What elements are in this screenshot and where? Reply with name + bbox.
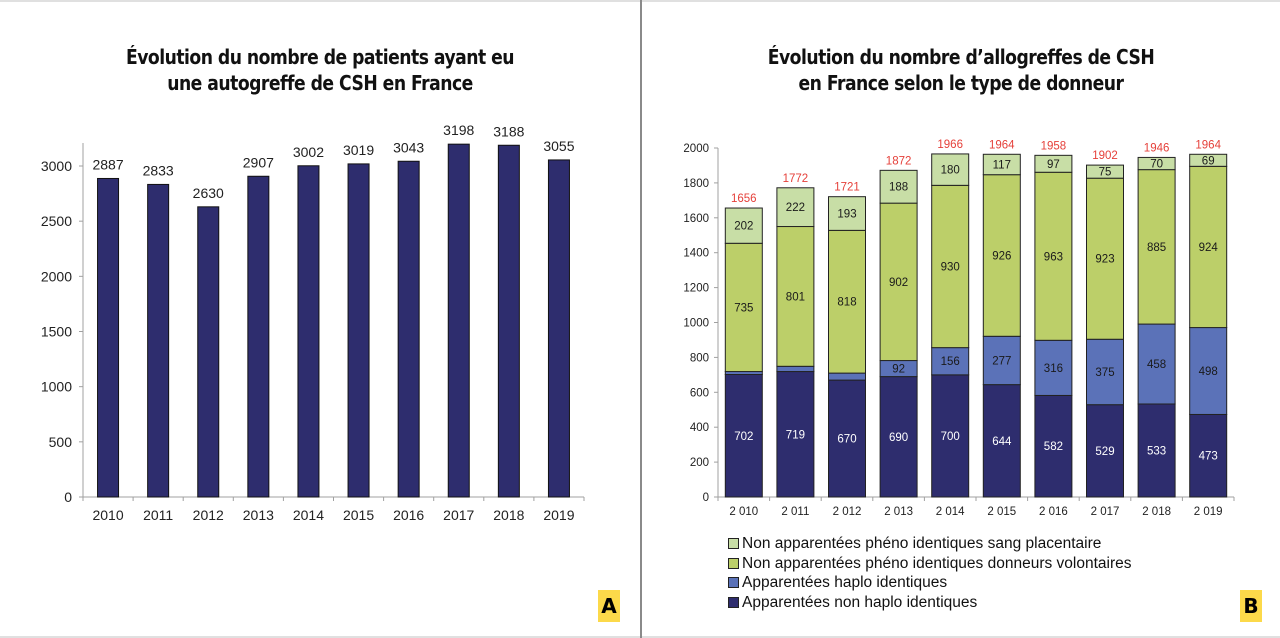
x-tick-label-2011: 2011 [143,507,173,523]
x-tick-label-2017: 2017 [443,507,474,523]
bar-2014 [297,165,320,498]
panel-a: Évolution du nombre de patients ayant eu… [41,44,620,622]
data-label-2014: 3002 [293,144,324,160]
y-tick-label: 1500 [41,324,72,340]
chart-a-title: Évolution du nombre de patients ayant eu… [45,44,595,96]
legend-swatch-haplo-identiques [728,577,739,589]
y-tick-label: 0 [64,489,72,505]
data-label-2019: 3055 [543,138,574,154]
bar-2012 [197,206,220,498]
bar-2010 [97,177,120,498]
chart-a-autogreffe-bar-chart: 0 500 1000 1500 2000 2500 3000 2887 2010 2833 2011… [41,122,585,523]
bar-2013 [247,175,270,498]
bar-2017 [447,143,470,498]
data-label-2016: 3043 [393,139,424,155]
data-label-2013: 2907 [243,154,274,170]
chart-a-title-line-1: Évolution du nombre de patients ayant eu [125,45,515,69]
chart-b-title-line-1: Évolution du nombre d’allogreffes de CSH [767,45,1155,69]
y-tick-label: 1000 [41,379,72,395]
chart-b-title-line-2: en France selon le type de donneur [798,71,1124,95]
chart-b-title: Évolution du nombre d’allogreffes de CSH… [687,44,1236,96]
bar-2019 [547,159,570,498]
x-tick-label-2012: 2012 [193,507,224,523]
bar-2016 [397,160,420,498]
data-label-2010: 2887 [92,156,123,172]
x-tick-label-2014: 2014 [293,507,324,523]
legend-item-donneurs-volontaires: Non apparentées phéno identiques donneur… [728,554,1132,574]
data-label-2018: 3188 [493,123,524,139]
x-tick-label-2015: 2015 [343,507,374,523]
data-label-2017: 3198 [443,122,474,138]
y-tick-label: 500 [49,434,73,450]
y-tick-label: 3000 [41,158,72,174]
data-label-2011: 2833 [143,162,174,178]
legend-label-donneurs-volontaires: Non apparentées phéno identiques donneur… [742,554,1132,572]
x-tick-label-2018: 2018 [493,507,524,523]
legend-item-non-haplo-identiques: Apparentées non haplo identiques [728,593,1132,613]
legend-label-non-haplo-identiques: Apparentées non haplo identiques [742,593,978,611]
x-tick-label-2013: 2013 [243,507,274,523]
legend-swatch-non-haplo-identiques [728,596,739,608]
chart-b-legend: Non apparentées phéno identiques sang pl… [728,534,1132,612]
y-tick-label: 2000 [41,268,72,284]
bar-2011 [147,183,170,498]
legend-item-haplo-identiques: Apparentées haplo identiques [728,573,1132,593]
y-tick-label: 2500 [41,213,72,229]
chart-a-title-line-2: une autogreffe de CSH en France [167,71,473,95]
legend-label-haplo-identiques: Apparentées haplo identiques [742,574,948,591]
panel-b: Évolution du nombre d’allogreffes de CSH… [642,0,1280,638]
x-tick-label-2010: 2010 [92,507,123,523]
x-tick-label-2019: 2019 [543,507,574,523]
bar-2018 [497,144,520,498]
panel-divider [640,0,642,638]
data-label-2015: 3019 [343,142,374,158]
data-label-2012: 2630 [193,185,224,201]
x-tick-label-2016: 2016 [393,507,424,523]
bar-2015 [347,163,370,498]
legend-item-sang-placentaire: Non apparentées phéno identiques sang pl… [728,534,1132,554]
legend-label-sang-placentaire: Non apparentées phéno identiques sang pl… [742,535,1102,552]
legend-swatch-sang-placentaire [728,538,739,550]
panel-a-badge: A [598,590,620,622]
panel-b-badge: B [1240,590,1262,622]
legend-swatch-donneurs-volontaires [728,557,739,569]
